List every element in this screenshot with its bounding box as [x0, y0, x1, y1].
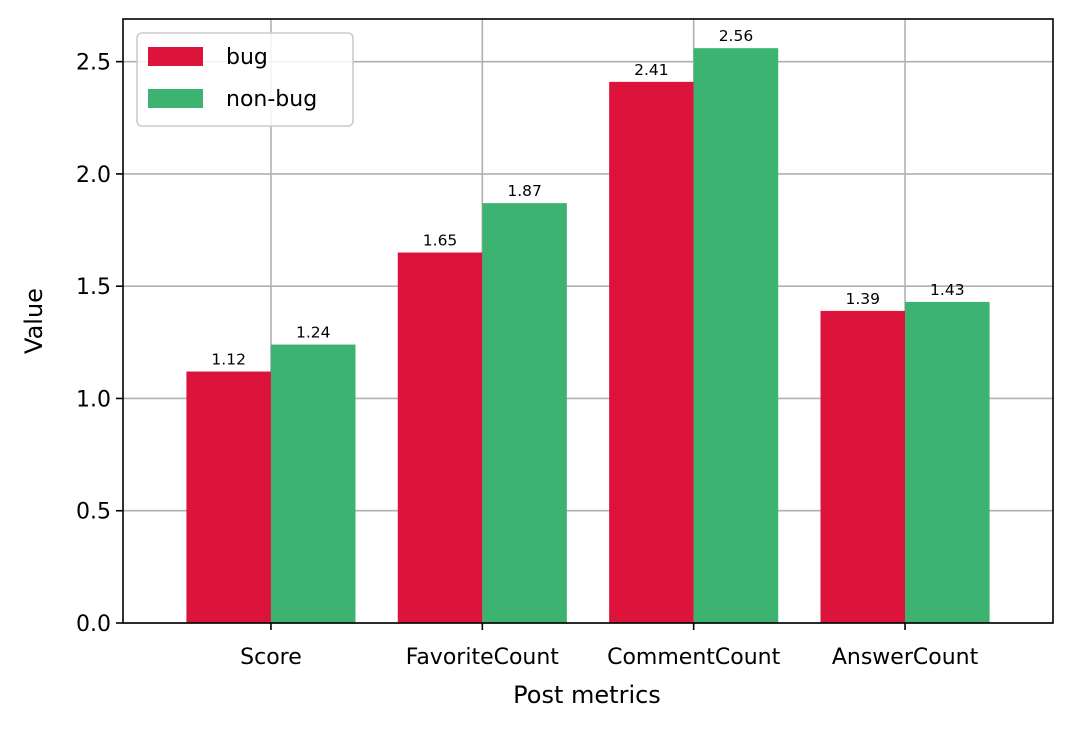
y-tick-label: 1.5 — [76, 275, 111, 300]
legend-label-non-bug: non-bug — [226, 87, 317, 112]
legend: bug non-bug — [136, 32, 354, 127]
data-label: 1.87 — [507, 182, 542, 200]
data-label: 2.56 — [719, 27, 754, 45]
data-label: 1.65 — [423, 232, 458, 250]
bar-bug — [609, 81, 694, 624]
axes: 0.0 0.5 1.0 1.5 2.0 2.5 Score FavoriteCount Comm… — [76, 18, 1054, 670]
bars — [186, 48, 990, 624]
legend-label-bug: bug — [226, 45, 268, 70]
y-tick-label: 1.0 — [76, 387, 111, 412]
x-tick-label: Score — [240, 645, 302, 670]
bar-bug — [820, 310, 906, 623]
data-label: 1.24 — [296, 324, 331, 342]
legend-swatch-non-bug — [148, 89, 203, 108]
data-label: 1.39 — [846, 290, 881, 308]
plot-frame — [122, 18, 1054, 624]
y-tick-label: 2.0 — [76, 163, 111, 188]
y-tick-label: 0.0 — [76, 612, 111, 637]
x-tick-label: AnswerCount — [832, 645, 979, 670]
bar-non-bug — [905, 301, 990, 623]
y-tick-label: 0.5 — [76, 500, 111, 525]
bar-non-bug — [270, 344, 356, 623]
bar-bug — [186, 371, 271, 623]
legend-swatch-bug — [148, 47, 203, 66]
x-tick-label: CommentCount — [607, 645, 780, 670]
data-label: 1.12 — [211, 351, 246, 369]
y-axis-label: Value — [20, 288, 48, 354]
bar-non-bug — [482, 203, 567, 623]
data-label: 1.43 — [930, 281, 965, 299]
x-axis-label: Post metrics — [513, 681, 661, 709]
data-labels: 1.12 1.65 2.41 1.39 1.24 1.87 2.56 1.43 — [211, 27, 964, 368]
bar-non-bug — [693, 48, 779, 624]
x-tick-label: FavoriteCount — [406, 645, 560, 670]
y-tick-label: 2.5 — [76, 51, 111, 76]
bar-bug — [397, 252, 483, 623]
data-label: 2.41 — [634, 61, 669, 79]
